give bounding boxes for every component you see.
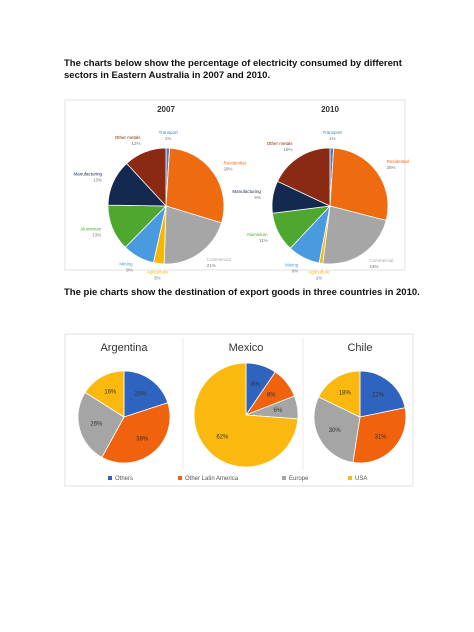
pie-slice [126,147,167,208]
pie-slice [124,204,167,264]
pie-slice [272,205,332,249]
slice-label: 13% [92,233,101,238]
pie-slice [276,147,331,207]
slice-label: 12% [131,141,140,146]
slice-label: 62% [216,435,229,441]
pie-slice [313,396,361,463]
pie-slice [289,204,331,264]
slice-label: 13% [93,178,102,183]
slice-label: 16% [104,390,117,396]
slice-label: 8% [267,392,276,398]
pie-slice [329,147,389,221]
pie-slice [152,205,167,265]
pie-slice [84,370,125,418]
pie-slice [359,370,406,418]
slice-label: 9% [126,268,133,273]
chart-frame [64,333,414,487]
pie-slice [322,205,387,265]
pie-slice [244,371,295,416]
slice-label: 9% [292,269,299,274]
pie-slice [193,362,299,468]
slice-name: Other metals [267,141,294,146]
pie-slice [165,147,171,207]
slice-name: Residential [387,159,409,164]
pie-slice [271,180,332,214]
slice-label: 29% [224,166,233,171]
slice-name: Agriculture [308,269,330,274]
legend-swatch [282,476,286,480]
slice-name: Other metals [115,135,142,140]
chart-frame [64,99,406,271]
legend-swatch [178,476,182,480]
slice-label: 18% [339,390,352,396]
slice-name: Mining [119,262,133,267]
slice-name: Mining [285,263,299,268]
legend-label: USA [355,476,367,482]
legend-label: Europe [289,476,309,482]
slice-label: 26% [90,422,103,428]
slice-label: 8% [251,382,260,388]
pie-slice [77,391,125,458]
pie-slice [123,370,169,418]
slice-name: Transport [159,130,179,135]
legend-label: Other Latin America [185,476,239,482]
legend-swatch [108,476,112,480]
legend-label: Others [115,476,133,482]
slice-name: Aluminium [247,232,268,237]
slice-label: 20% [135,392,148,398]
slice-name: Residential [224,160,246,165]
slice-label: 18% [283,147,292,152]
slice-label: 3% [154,276,161,281]
slice-label: 22% [372,392,385,398]
slice-label: 31% [375,434,388,440]
slice-label: 11% [259,238,268,243]
slice-label: 23% [369,264,378,269]
slice-name: Manufacturing [232,189,261,194]
slice-name: Commercial [369,258,393,263]
pie-slice [245,395,299,420]
chart-title: 2007 [157,105,175,114]
chart-title: Argentina [100,342,148,354]
pie-slice [318,205,331,264]
pie-slice [245,362,276,417]
slice-name: Aluminium [80,227,101,232]
pie-slice [352,407,407,464]
slice-label: 1% [316,275,323,280]
heading: The charts below show the percentage of … [64,58,402,81]
slice-label: 6% [274,408,283,414]
chart-title: 2010 [321,105,339,114]
chart-title: Chile [347,342,372,354]
slice-label: 1% [165,136,172,141]
slice-name: Commercial [207,257,231,262]
slice-label: 28% [387,165,396,170]
heading: The pie charts show the destination of e… [64,287,420,298]
slice-name: Agriculture [147,270,169,275]
pie-slice [101,402,171,464]
slice-label: 30% [329,428,342,434]
slice-label: 9% [254,195,261,200]
pie-slice [107,162,167,207]
pie-slice [107,204,167,248]
chart-title: Mexico [229,342,264,354]
legend-swatch [348,476,352,480]
pie-slice [163,205,222,265]
pie-slice [329,147,335,207]
slice-label: 38% [136,437,149,443]
slice-name: Transport [323,130,343,135]
slice-name: Manufacturing [74,172,103,177]
slice-label: 21% [207,263,216,268]
pie-slice [318,370,361,418]
slice-label: 1% [329,136,336,141]
pie-slice [165,147,225,224]
